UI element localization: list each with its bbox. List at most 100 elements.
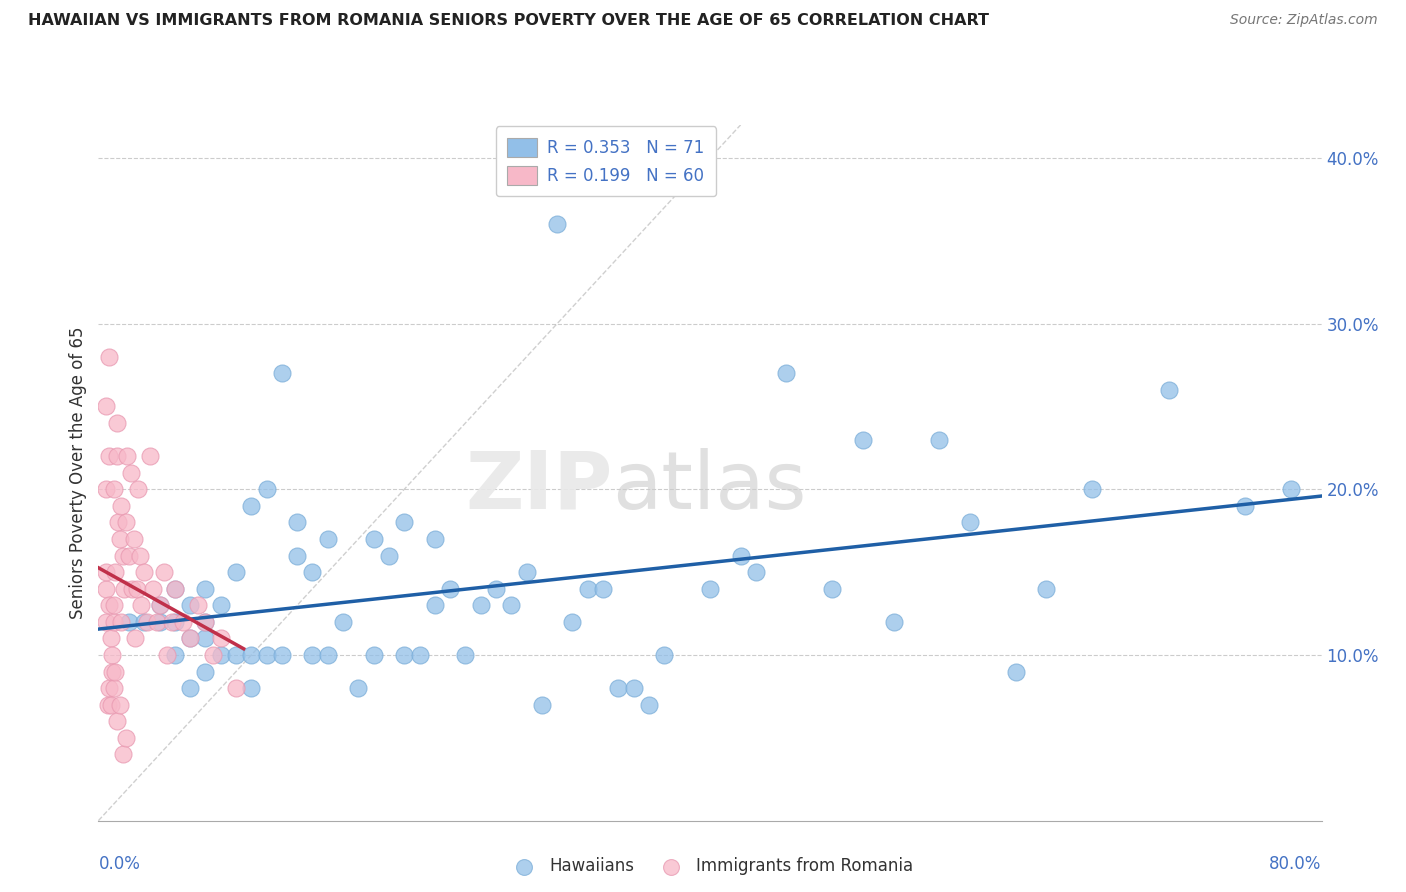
Point [378,549,401,563]
Text: Source: ZipAtlas.com: Source: ZipAtlas.com [1230,13,1378,28]
Point [423,599,446,613]
Point [98,449,121,463]
Point [240,499,263,513]
Point [94,483,117,497]
Point [470,599,492,613]
Point [100,632,122,646]
Point [145,615,167,629]
Point [94,400,117,414]
Point [120,466,142,480]
Point [408,648,430,662]
Point [149,615,172,629]
Point [136,615,159,629]
Point [124,632,146,646]
Point [392,648,416,662]
Point [115,516,138,530]
Point [142,582,165,596]
Point [439,582,461,596]
Point [225,681,247,695]
Text: 0.0%: 0.0% [98,855,141,873]
Point [852,433,875,447]
Point [194,615,217,629]
Point [363,648,385,662]
Legend: Hawaiians, Immigrants from Romania: Hawaiians, Immigrants from Romania [501,851,920,882]
Point [209,599,232,613]
Point [117,449,139,463]
Point [98,681,121,695]
Point [194,582,217,596]
Point [101,648,124,662]
Point [100,698,122,712]
Point [160,615,183,629]
Point [363,532,385,546]
Point [179,599,201,613]
Point [94,615,117,629]
Point [194,632,217,646]
Point [607,681,630,695]
Point [127,483,149,497]
Point [149,599,172,613]
Point [301,648,323,662]
Point [108,532,131,546]
Point [1004,665,1026,679]
Point [103,483,125,497]
Point [115,731,138,745]
Point [121,582,143,596]
Point [104,665,127,679]
Point [928,433,950,447]
Point [225,565,247,579]
Point [699,582,721,596]
Point [423,532,446,546]
Point [285,516,308,530]
Point [125,582,148,596]
Point [179,632,201,646]
Point [111,747,134,762]
Point [97,698,120,712]
Point [94,582,117,596]
Point [105,449,128,463]
Point [103,681,125,695]
Point [745,565,768,579]
Point [561,615,583,629]
Point [1157,383,1180,397]
Point [122,532,145,546]
Text: ZIP: ZIP [465,448,612,525]
Point [516,565,538,579]
Point [118,615,141,629]
Point [163,582,186,596]
Point [110,615,132,629]
Point [316,532,339,546]
Point [172,615,194,629]
Point [225,648,247,662]
Point [347,681,370,695]
Point [107,516,129,530]
Point [501,599,523,613]
Point [240,681,263,695]
Point [104,565,127,579]
Point [270,367,292,381]
Point [883,615,905,629]
Point [959,516,981,530]
Point [134,565,156,579]
Point [156,648,179,662]
Point [270,648,292,662]
Point [153,565,176,579]
Point [256,483,278,497]
Point [1234,499,1257,513]
Point [256,648,278,662]
Point [179,681,201,695]
Point [179,632,201,646]
Point [637,698,661,712]
Point [775,367,797,381]
Point [576,582,599,596]
Point [454,648,477,662]
Point [730,549,752,563]
Point [111,549,134,563]
Point [209,632,232,646]
Point [301,565,323,579]
Point [240,648,263,662]
Point [202,648,225,662]
Text: 80.0%: 80.0% [1270,855,1322,873]
Text: atlas: atlas [612,448,807,525]
Point [105,714,128,729]
